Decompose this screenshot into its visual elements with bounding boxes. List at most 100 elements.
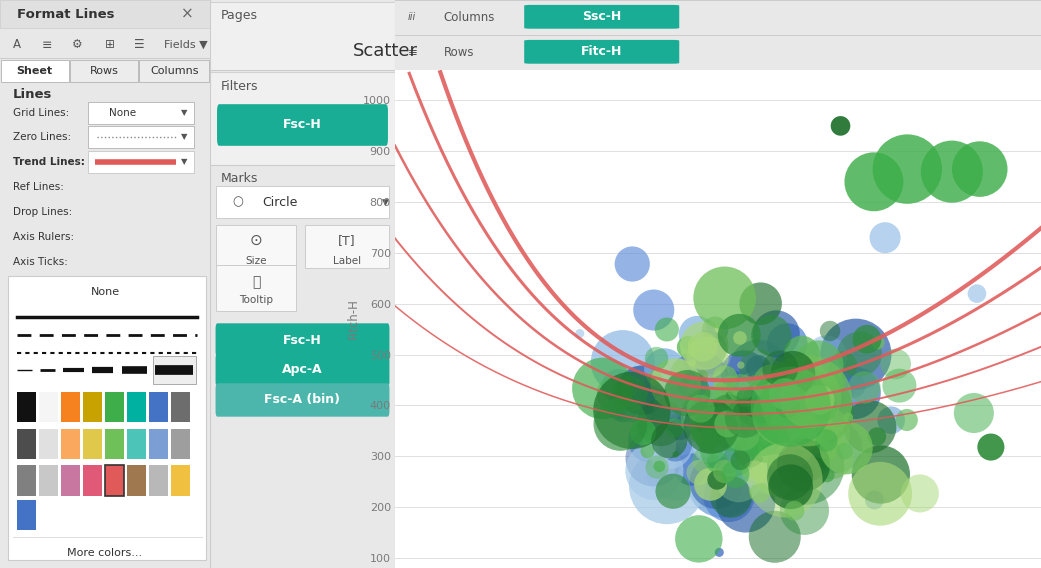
- Point: [689, 394, 706, 403]
- Point: [776, 410, 792, 419]
- Point: [883, 416, 899, 425]
- Point: [734, 428, 751, 437]
- Point: [725, 372, 741, 381]
- FancyBboxPatch shape: [215, 323, 389, 357]
- Text: None: None: [91, 287, 120, 297]
- Point: [709, 457, 726, 466]
- Text: Fsc-H: Fsc-H: [283, 119, 322, 132]
- Point: [731, 474, 747, 483]
- Point: [717, 385, 734, 394]
- Text: ⊙: ⊙: [250, 233, 262, 248]
- Point: [761, 382, 778, 391]
- FancyBboxPatch shape: [217, 265, 296, 311]
- Point: [612, 419, 629, 428]
- Point: [659, 403, 676, 412]
- Point: [802, 414, 818, 423]
- Point: [755, 419, 771, 428]
- Point: [829, 383, 845, 392]
- Text: Rows: Rows: [90, 66, 119, 76]
- Point: [793, 460, 810, 469]
- Point: [713, 426, 730, 435]
- Point: [730, 408, 746, 417]
- Point: [795, 424, 812, 433]
- Point: [732, 456, 748, 465]
- Point: [812, 439, 829, 448]
- Point: [756, 435, 772, 444]
- Point: [887, 360, 904, 369]
- Point: [688, 454, 705, 463]
- Point: [788, 436, 805, 445]
- FancyBboxPatch shape: [83, 465, 102, 496]
- Point: [717, 377, 734, 386]
- Point: [645, 454, 662, 463]
- Point: [736, 460, 753, 469]
- Point: [624, 406, 640, 415]
- FancyBboxPatch shape: [127, 428, 147, 459]
- Point: [726, 431, 742, 440]
- Point: [966, 408, 983, 417]
- Point: [741, 447, 758, 456]
- Point: [777, 475, 793, 485]
- FancyBboxPatch shape: [171, 391, 191, 422]
- Text: Filters: Filters: [221, 80, 258, 93]
- Text: Circle: Circle: [261, 195, 297, 208]
- Point: [736, 369, 753, 378]
- Point: [763, 402, 780, 411]
- Point: [821, 327, 838, 336]
- Text: Axis Ticks:: Axis Ticks:: [12, 257, 68, 267]
- Point: [606, 390, 623, 399]
- FancyBboxPatch shape: [105, 391, 124, 422]
- Point: [715, 427, 732, 436]
- Point: [785, 369, 802, 378]
- Text: Fields ▼: Fields ▼: [163, 40, 207, 50]
- Point: [763, 331, 780, 340]
- Point: [759, 427, 776, 436]
- Point: [761, 397, 778, 406]
- Point: [763, 400, 780, 409]
- Point: [912, 489, 929, 498]
- Point: [661, 397, 678, 406]
- Point: [743, 435, 760, 444]
- Point: [827, 407, 843, 416]
- FancyBboxPatch shape: [127, 465, 147, 496]
- Point: [792, 413, 809, 422]
- FancyBboxPatch shape: [17, 428, 36, 459]
- Point: [653, 418, 669, 427]
- Point: [677, 389, 693, 398]
- Point: [746, 419, 763, 428]
- Point: [665, 487, 682, 496]
- Point: [612, 410, 629, 419]
- Point: [679, 389, 695, 398]
- Point: [634, 386, 651, 395]
- Point: [676, 402, 692, 411]
- Point: [739, 387, 756, 396]
- Point: [725, 389, 741, 398]
- Point: [747, 417, 764, 426]
- Point: [716, 373, 733, 382]
- FancyBboxPatch shape: [171, 465, 191, 496]
- Point: [871, 489, 888, 498]
- Point: [692, 389, 709, 398]
- Point: [722, 492, 739, 502]
- Point: [763, 378, 780, 387]
- Text: Sheet: Sheet: [17, 66, 53, 76]
- Point: [756, 377, 772, 386]
- Point: [782, 435, 798, 444]
- Point: [786, 506, 803, 515]
- Point: [728, 414, 744, 423]
- Point: [801, 406, 817, 415]
- Point: [835, 361, 852, 370]
- Point: [621, 389, 638, 398]
- Point: [744, 462, 761, 471]
- FancyBboxPatch shape: [525, 5, 679, 29]
- Point: [818, 352, 835, 361]
- Point: [718, 448, 735, 457]
- Point: [707, 425, 723, 435]
- Point: [764, 394, 781, 403]
- Point: [872, 470, 889, 479]
- Point: [752, 488, 768, 498]
- Point: [704, 452, 720, 461]
- FancyBboxPatch shape: [60, 391, 80, 422]
- Text: ▼: ▼: [180, 157, 187, 166]
- Point: [747, 414, 764, 423]
